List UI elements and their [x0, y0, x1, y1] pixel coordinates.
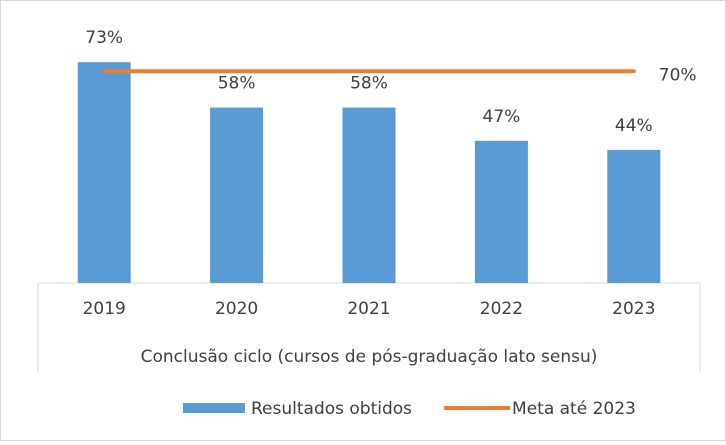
- x-axis-title: Conclusão ciclo (cursos de pós-graduação…: [141, 347, 598, 367]
- bar: [210, 107, 264, 283]
- data-label: 47%: [483, 107, 521, 127]
- bar: [474, 140, 528, 283]
- bar: [342, 107, 396, 283]
- x-tick-label: 2021: [347, 299, 390, 319]
- x-tick-label: 2023: [612, 299, 655, 319]
- legend-swatch: [183, 403, 245, 413]
- bar: [607, 149, 661, 283]
- legend-label: Meta até 2023: [512, 399, 636, 419]
- data-label: 58%: [350, 74, 388, 94]
- data-label: 58%: [218, 74, 256, 94]
- legend-label: Resultados obtidos: [251, 399, 412, 419]
- bar: [77, 62, 131, 283]
- x-tick-label: 2019: [83, 299, 126, 319]
- x-tick-label: 2022: [480, 299, 523, 319]
- x-tick-label: 2020: [215, 299, 258, 319]
- data-label: 44%: [615, 116, 653, 136]
- data-label: 70%: [659, 65, 697, 85]
- data-label: 73%: [85, 28, 123, 48]
